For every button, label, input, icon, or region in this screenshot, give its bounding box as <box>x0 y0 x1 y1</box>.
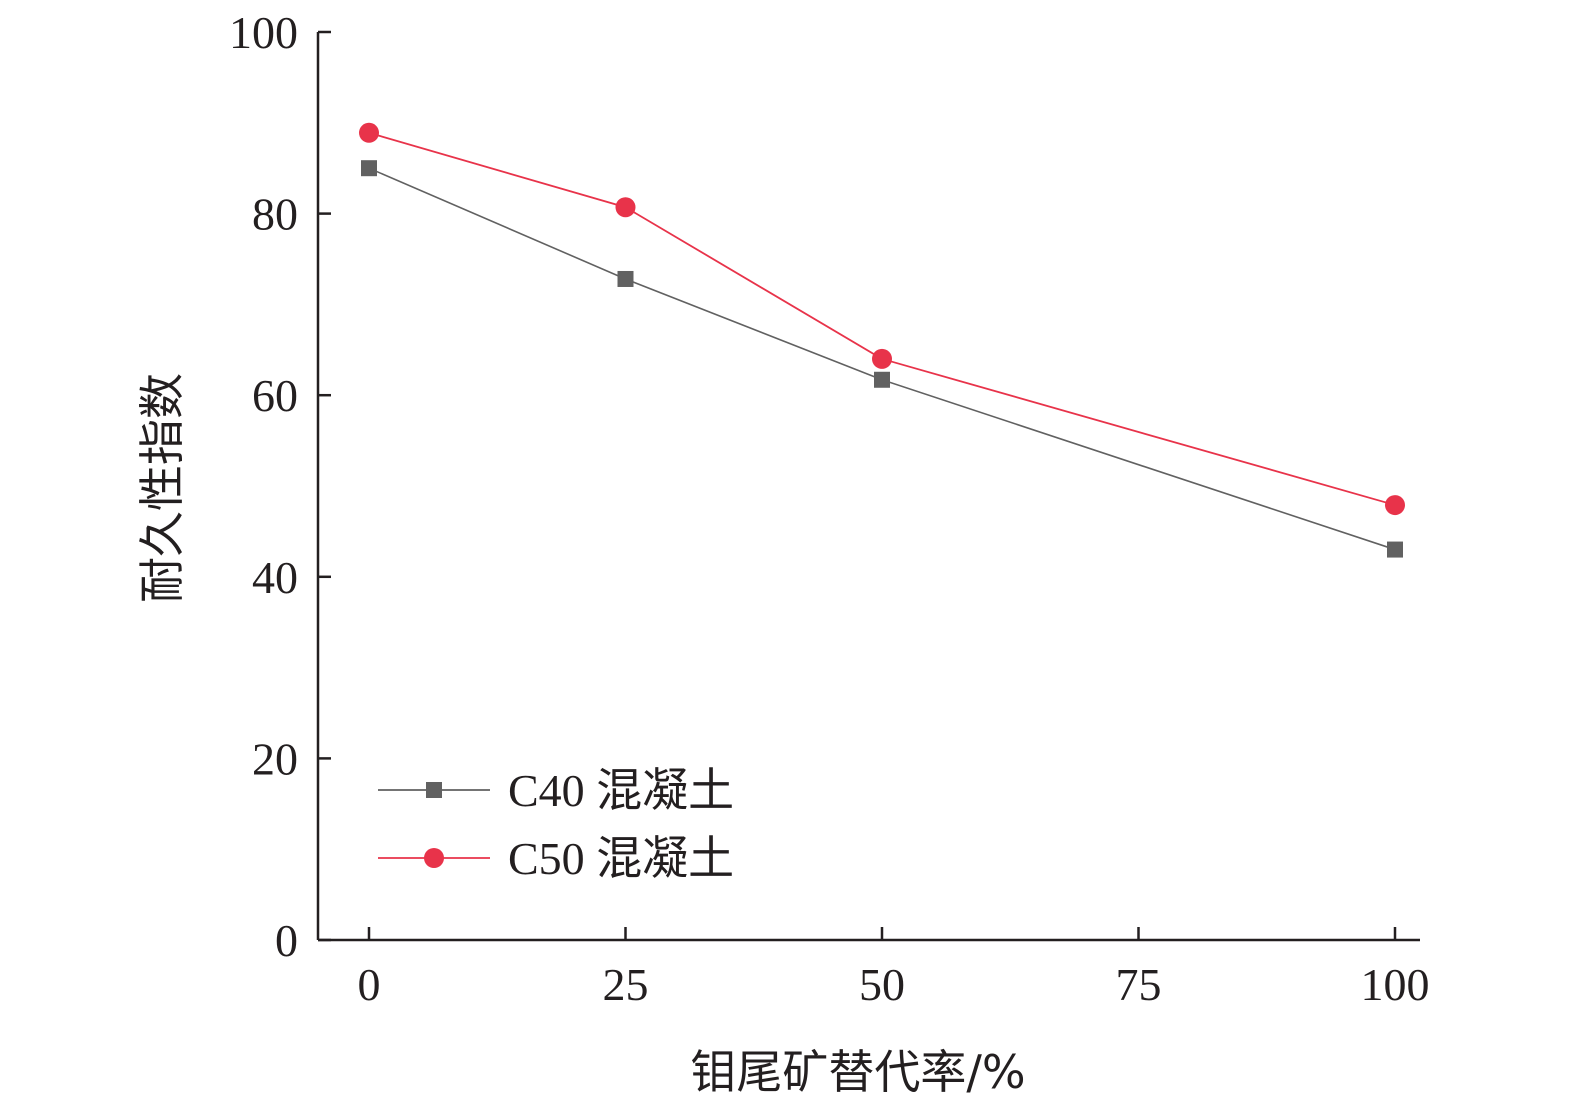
data-point <box>359 122 379 143</box>
x-tick-label: 50 <box>859 959 905 1010</box>
legend-label: C40 混凝土 <box>508 765 734 816</box>
data-point <box>361 160 377 177</box>
y-axis-title: 耐久性指数 <box>135 373 189 603</box>
y-tick-label: 20 <box>252 733 298 784</box>
series-line <box>368 131 1396 506</box>
series-group <box>359 122 1405 558</box>
x-tick-label: 0 <box>358 959 381 1010</box>
x-axis-ticks: 0 25 50 75 100 <box>358 927 1430 1010</box>
y-tick-label: 80 <box>252 189 298 240</box>
y-tick-label: 100 <box>229 7 298 58</box>
data-point <box>1385 495 1405 516</box>
axes <box>316 32 1420 942</box>
data-point <box>615 197 636 218</box>
y-axis-ticks: 0 20 40 60 80 100 <box>229 7 331 966</box>
data-point <box>617 270 634 287</box>
legend-marker <box>426 782 442 798</box>
legend-item: C50 混凝土 <box>378 833 734 884</box>
data-point <box>1387 541 1403 558</box>
x-tick-label: 25 <box>603 959 649 1010</box>
legend-label: C50 混凝土 <box>508 833 734 884</box>
data-point <box>872 348 892 369</box>
series-1 <box>361 160 1403 558</box>
y-tick-label: 40 <box>252 552 298 603</box>
y-tick-label: 0 <box>275 915 298 966</box>
x-tick-label: 75 <box>1116 959 1162 1010</box>
legend-item: C40 混凝土 <box>378 765 734 816</box>
data-point <box>874 371 890 388</box>
series-line <box>368 167 1396 551</box>
legend-marker <box>424 848 444 868</box>
x-axis-title: 钼尾矿替代率/% <box>690 1045 1025 1099</box>
y-tick-label: 60 <box>252 370 298 421</box>
legend: C40 混凝土 C50 混凝土 <box>378 765 734 884</box>
x-tick-label: 100 <box>1361 959 1430 1010</box>
series-2 <box>359 122 1405 516</box>
